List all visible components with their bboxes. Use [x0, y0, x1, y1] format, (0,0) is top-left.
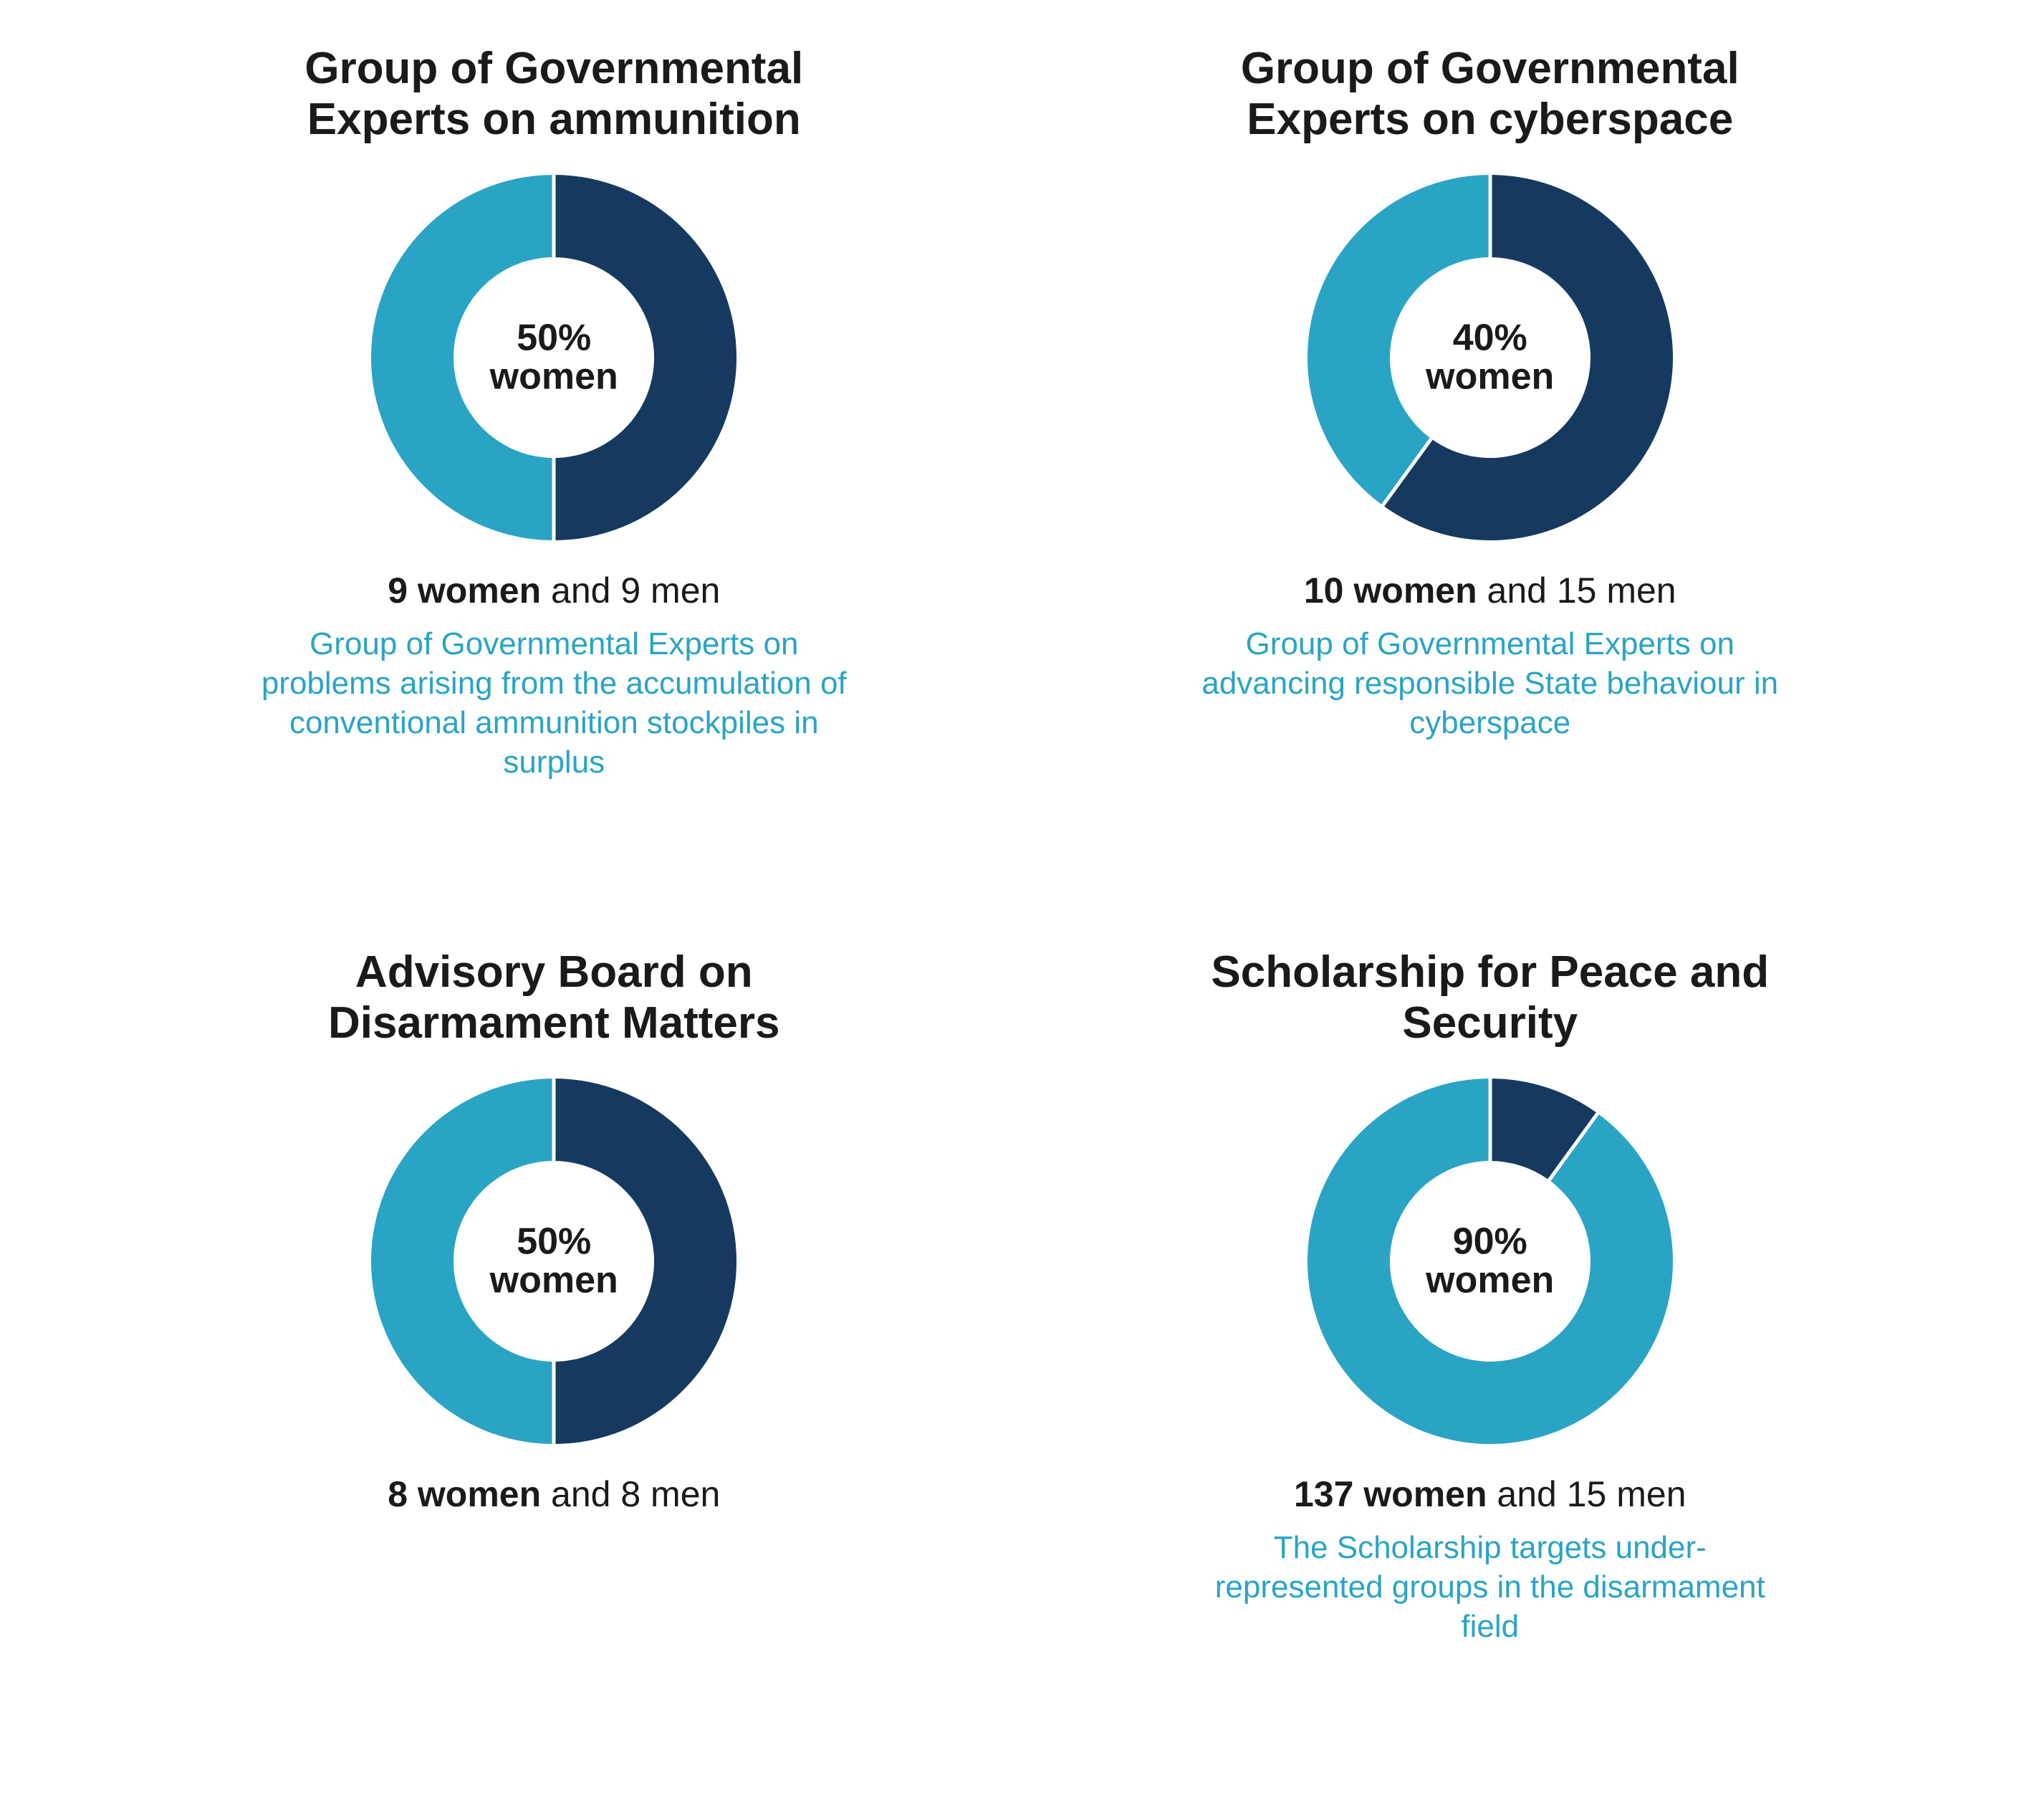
- women-count: 8 women: [388, 1474, 541, 1514]
- panel-title: Group of Governmental Experts on ammunit…: [231, 43, 876, 145]
- women-count: 137 women: [1294, 1474, 1487, 1514]
- men-count: and 9 men: [541, 570, 720, 611]
- counts-line: 8 women and 8 men: [388, 1473, 720, 1515]
- donut-chart: 50% women: [368, 1075, 740, 1448]
- panel-advisory-board: Advisory Board on Disarmament Matters 50…: [129, 947, 979, 1750]
- panel-scholarship: Scholarship for Peace and Security 90% w…: [1065, 947, 1916, 1750]
- donut-pct: 50%: [490, 1222, 618, 1261]
- donut-sub: women: [490, 358, 618, 397]
- panel-title: Scholarship for Peace and Security: [1168, 947, 1813, 1049]
- panel-cyberspace: Group of Governmental Experts on cybersp…: [1065, 43, 1916, 846]
- donut-center-label: 50% women: [490, 318, 618, 396]
- counts-line: 9 women and 9 men: [388, 570, 720, 611]
- panel-title: Group of Governmental Experts on cybersp…: [1168, 43, 1813, 145]
- donut-center-label: 50% women: [490, 1222, 618, 1300]
- donut-sub: women: [1426, 1261, 1554, 1301]
- donut-chart: 40% women: [1304, 171, 1676, 544]
- donut-pct: 40%: [1426, 318, 1554, 358]
- panel-ammunition: Group of Governmental Experts on ammunit…: [129, 43, 979, 846]
- donut-sub: women: [490, 1261, 618, 1301]
- women-count: 10 women: [1304, 570, 1477, 611]
- donut-center-label: 40% women: [1426, 318, 1554, 396]
- infographic-grid: Group of Governmental Experts on ammunit…: [129, 43, 1915, 1750]
- panel-desc: Group of Governmental Experts on advanci…: [1196, 624, 1784, 742]
- counts-line: 10 women and 15 men: [1304, 570, 1676, 611]
- men-count: and 8 men: [541, 1474, 720, 1514]
- donut-pct: 90%: [1426, 1222, 1554, 1261]
- panel-desc: Group of Governmental Experts on problem…: [260, 624, 848, 782]
- donut-center-label: 90% women: [1426, 1222, 1554, 1300]
- donut-sub: women: [1426, 358, 1554, 397]
- donut-chart: 90% women: [1304, 1075, 1676, 1448]
- men-count: and 15 men: [1487, 1474, 1686, 1514]
- counts-line: 137 women and 15 men: [1294, 1473, 1686, 1515]
- panel-title: Advisory Board on Disarmament Matters: [231, 947, 876, 1049]
- men-count: and 15 men: [1477, 570, 1676, 611]
- donut-chart: 50% women: [368, 171, 740, 544]
- panel-desc: The Scholarship targets under-represente…: [1196, 1528, 1784, 1646]
- donut-pct: 50%: [490, 318, 618, 358]
- women-count: 9 women: [388, 570, 541, 611]
